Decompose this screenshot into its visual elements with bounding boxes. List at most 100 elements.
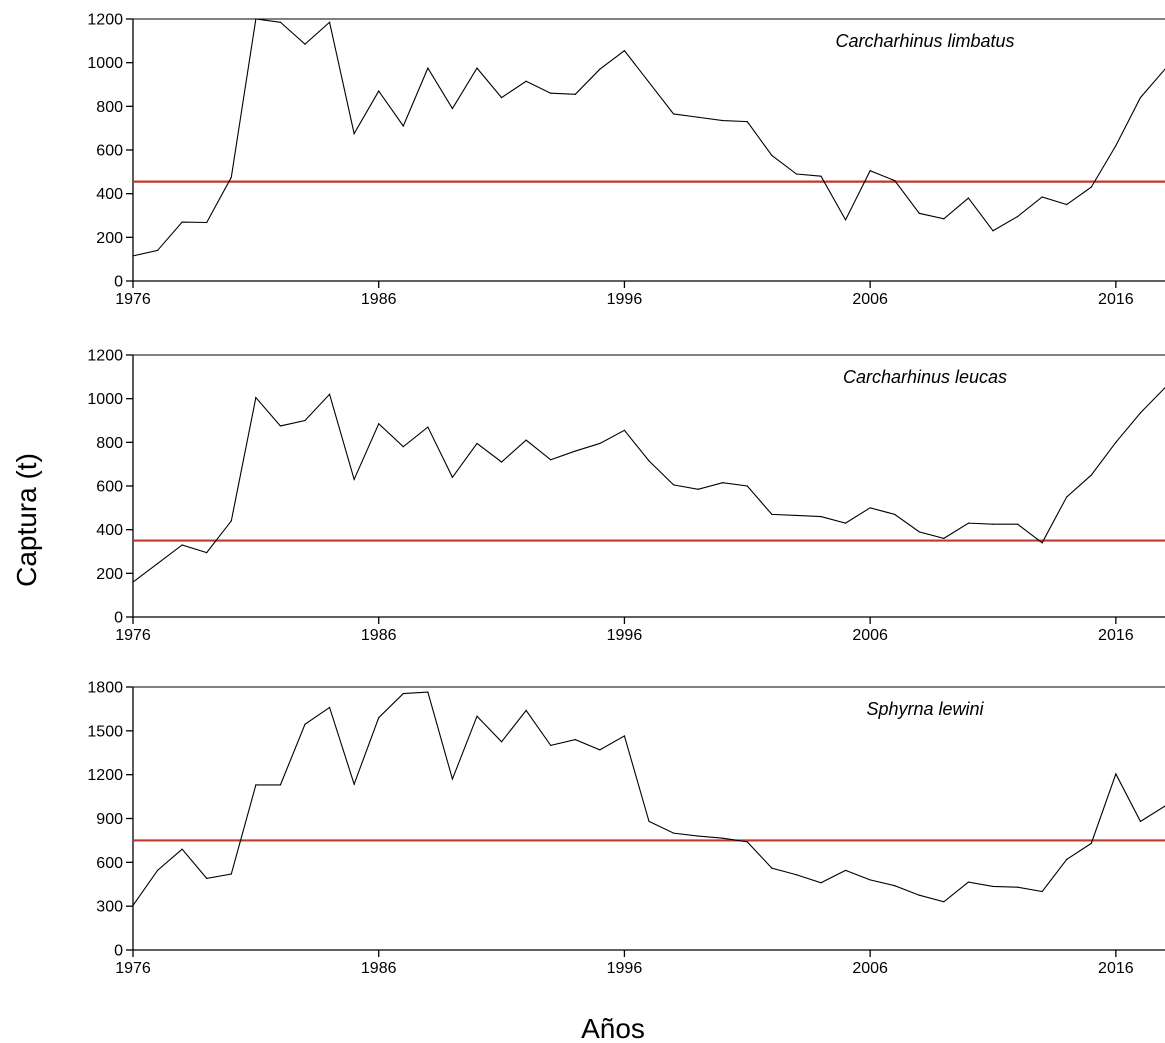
data-point — [1090, 186, 1092, 188]
data-point — [992, 523, 994, 525]
data-point — [1115, 145, 1117, 147]
data-point — [1016, 523, 1019, 525]
x-tick-label: 1976 — [115, 291, 151, 308]
data-point — [672, 832, 675, 834]
x-tick-label: 2006 — [852, 960, 888, 977]
data-point — [255, 784, 257, 786]
data-point — [132, 904, 134, 907]
data-point — [869, 879, 871, 881]
data-point — [820, 515, 822, 518]
data-point — [648, 81, 650, 83]
data-point — [722, 119, 724, 122]
data-point — [525, 709, 527, 711]
data-point — [156, 562, 159, 565]
data-point — [771, 867, 773, 869]
y-tick-label: 300 — [96, 899, 123, 916]
data-point — [894, 885, 896, 887]
x-tick-label: 2006 — [852, 627, 888, 644]
data-point — [967, 522, 970, 524]
y-tick-label: 600 — [96, 855, 123, 872]
data-point — [476, 442, 478, 445]
data-point — [1066, 203, 1068, 206]
data-point — [402, 446, 404, 448]
data-point — [722, 482, 724, 484]
x-tick-label: 1976 — [115, 960, 151, 977]
data-point — [771, 154, 773, 157]
data-point — [550, 744, 552, 747]
y-tick-label: 200 — [96, 566, 123, 583]
data-point — [304, 419, 306, 422]
data-point — [1066, 858, 1068, 861]
y-tick-label: 1800 — [87, 680, 123, 697]
data-point — [795, 173, 798, 175]
y-tick-label: 900 — [96, 811, 123, 828]
data-point — [1115, 441, 1117, 443]
series-line — [132, 691, 1165, 906]
data-point — [697, 116, 699, 118]
data-point — [795, 874, 798, 876]
data-point — [181, 544, 183, 546]
y-axis-title: Captura (t) — [11, 453, 42, 587]
data-point — [574, 739, 576, 741]
data-point — [500, 741, 503, 743]
x-tick-label: 2016 — [1098, 960, 1134, 977]
series-line — [132, 387, 1165, 583]
data-point — [943, 537, 945, 540]
y-tick-label: 1000 — [87, 391, 123, 408]
x-axis-title: Años — [581, 1013, 645, 1043]
data-point — [525, 439, 527, 441]
data-point — [1090, 474, 1092, 476]
data-point — [1041, 542, 1043, 544]
data-point — [672, 484, 675, 486]
data-point — [451, 476, 454, 478]
data-point — [869, 170, 871, 172]
y-tick-label: 1200 — [87, 348, 123, 365]
data-point — [476, 715, 478, 717]
x-tick-label: 1976 — [115, 627, 151, 644]
data-point — [427, 67, 429, 69]
data-point — [181, 221, 183, 223]
data-point — [894, 179, 896, 182]
y-tick-label: 1200 — [87, 767, 123, 784]
data-point — [378, 423, 380, 425]
data-point — [476, 67, 478, 69]
y-tick-label: 800 — [96, 435, 123, 452]
y-tick-label: 1500 — [87, 723, 123, 740]
data-point — [451, 778, 454, 780]
data-point — [304, 723, 306, 725]
x-tick-label: 2016 — [1098, 291, 1134, 308]
data-point — [746, 841, 748, 843]
data-point — [402, 692, 404, 695]
y-tick-label: 0 — [114, 610, 123, 627]
data-point — [427, 426, 429, 428]
y-tick-label: 600 — [96, 479, 123, 496]
y-tick-label: 800 — [96, 99, 123, 116]
y-tick-label: 1200 — [87, 12, 123, 29]
x-tick-label: 1996 — [607, 627, 643, 644]
data-point — [156, 869, 159, 871]
data-point — [279, 784, 282, 786]
data-point — [500, 97, 503, 99]
panel-carcharhinus-leucas: 0 200 400 600 800 1000 1200 1976 1986 1996 2006 201… — [87, 348, 1165, 644]
data-point — [525, 80, 527, 82]
data-point — [255, 396, 257, 399]
data-point — [844, 869, 847, 871]
panel-sphyrna-lewini: 0 300 600 900 1200 1500 1800 1976 1986 1996 2006 20… — [87, 680, 1165, 977]
data-point — [206, 221, 208, 224]
y-tick-label: 0 — [114, 943, 123, 960]
panel-carcharhinus-limbatus: 0 200 400 600 800 1000 1200 1976 1986 1996 2006 201… — [87, 12, 1165, 308]
data-point — [1041, 196, 1043, 198]
y-tick-label: 600 — [96, 143, 123, 160]
data-point — [132, 255, 134, 257]
data-point — [795, 514, 798, 517]
data-point — [328, 393, 331, 395]
data-point — [672, 113, 675, 115]
data-point — [574, 93, 576, 95]
data-point — [353, 133, 355, 135]
data-point — [1139, 97, 1142, 99]
data-point — [1139, 412, 1142, 414]
data-point — [992, 230, 994, 232]
data-point — [746, 485, 748, 487]
panel-title: Carcharhinus leucas — [843, 367, 1007, 387]
data-point — [820, 175, 822, 177]
